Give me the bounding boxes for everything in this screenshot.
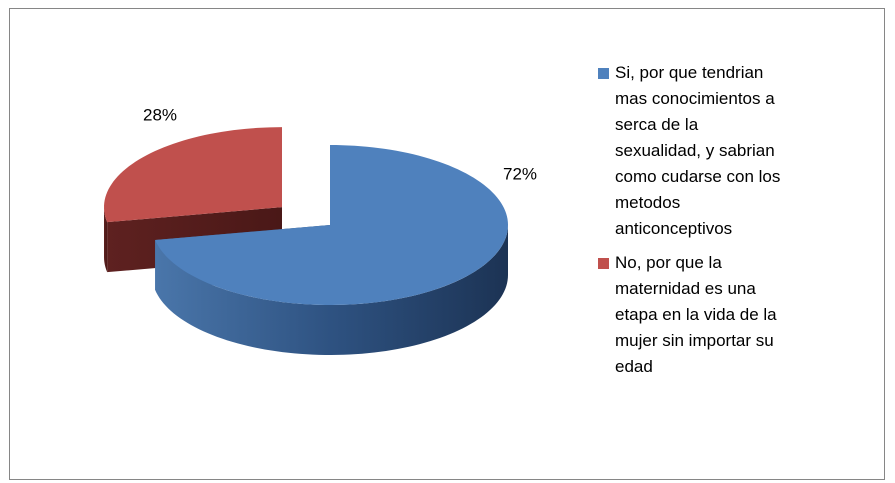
legend: Si, por que tendrian mas conocimientos a… [598,60,788,380]
legend-swatch [598,68,609,79]
legend-swatch [598,258,609,269]
data-label: 28% [143,105,177,124]
pie-slice [155,145,508,305]
pie-slice-group [155,145,508,355]
legend-item: Si, por que tendrian mas conocimientos a… [598,60,788,242]
legend-label: Si, por que tendrian mas conocimientos a… [615,63,781,238]
data-label: 72% [503,164,537,183]
legend-label: No, por que la maternidad es una etapa e… [615,253,777,376]
pie-slice [104,127,283,223]
legend-item: No, por que la maternidad es una etapa e… [598,250,788,380]
slice-outer-wall [155,225,508,355]
slice-outer-wall [104,207,108,273]
